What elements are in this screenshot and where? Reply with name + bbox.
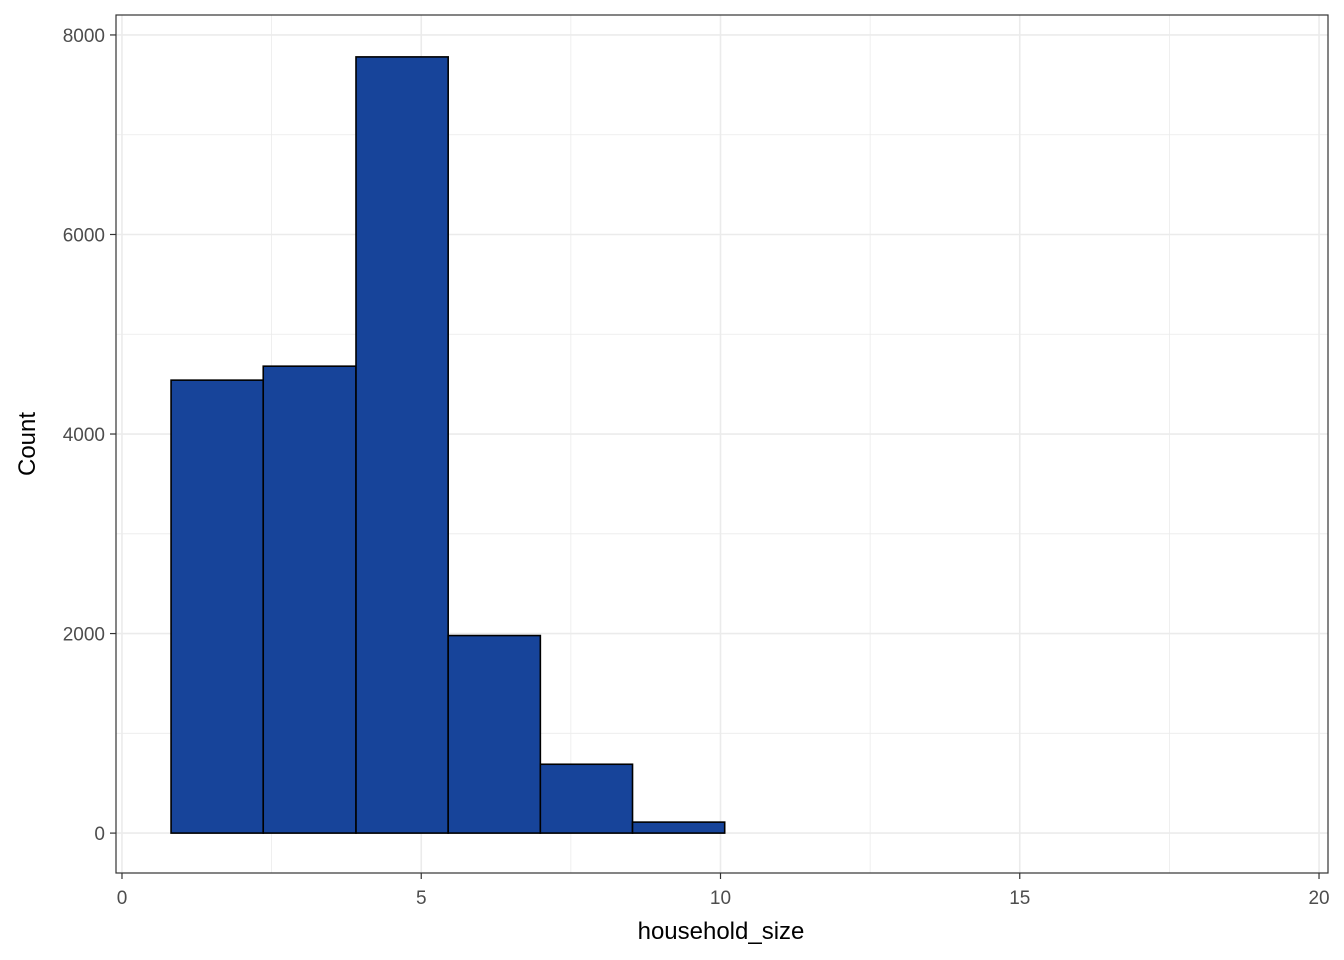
panel-border: [115, 14, 1329, 874]
y-tick-label: 6000: [63, 225, 105, 246]
histogram-bars: [170, 56, 726, 834]
histogram-bar-2: [262, 365, 357, 834]
y-tick-label: 2000: [63, 625, 105, 646]
x-tick-label: 15: [1009, 888, 1030, 909]
histogram-bar-4: [447, 634, 542, 834]
x-tick-label: 0: [117, 888, 128, 909]
histogram-bar-5: [539, 763, 634, 834]
y-axis-ticks: 0 2000 4000 6000 8000: [63, 26, 116, 845]
y-axis-title: Count: [14, 412, 41, 476]
y-tick-label: 4000: [63, 425, 105, 446]
x-axis-title: household_size: [638, 918, 805, 945]
histogram-bar-1: [170, 379, 265, 834]
histogram-bar-3: [355, 56, 449, 834]
x-axis-ticks: 0 5 10 15 20: [117, 873, 1330, 909]
y-tick-label: 0: [94, 824, 105, 845]
x-tick-label: 5: [416, 888, 427, 909]
x-tick-label: 10: [710, 888, 731, 909]
y-tick-label: 8000: [63, 26, 105, 47]
histogram-bar-6: [631, 821, 726, 834]
x-tick-label: 20: [1308, 888, 1329, 909]
